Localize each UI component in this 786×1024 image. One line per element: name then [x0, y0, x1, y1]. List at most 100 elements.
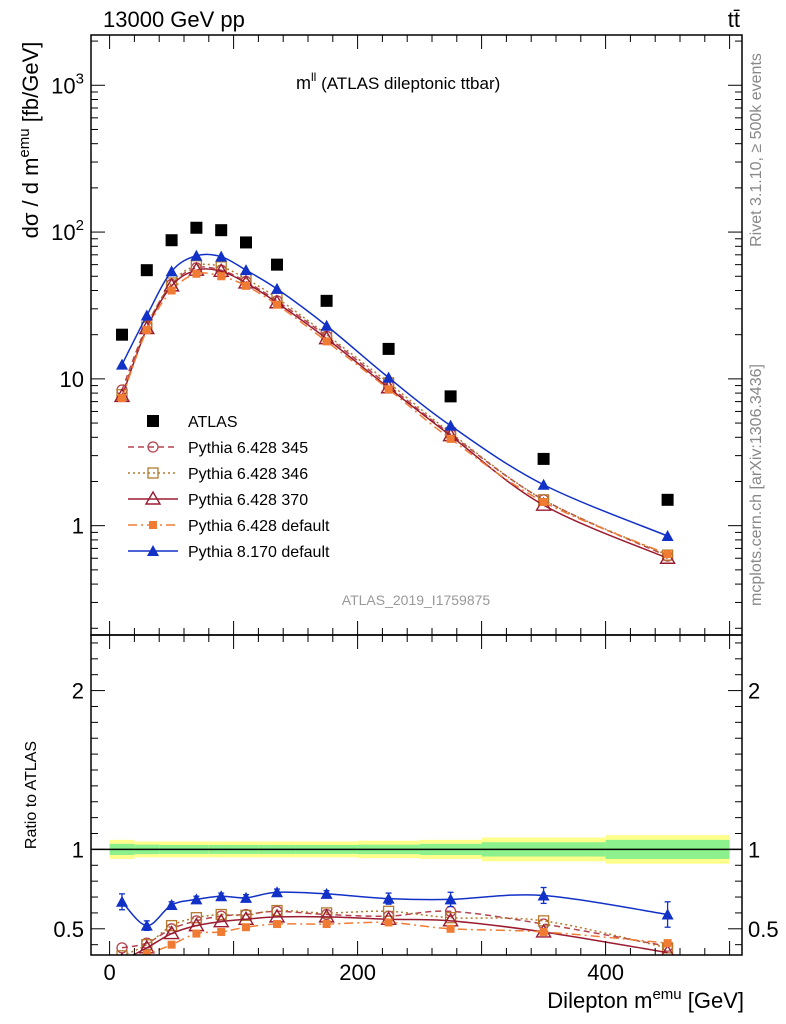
- point-4-5: [242, 281, 250, 290]
- series-4: [118, 269, 672, 559]
- point-4-10: [539, 497, 548, 506]
- x-tick-label: 200: [339, 960, 376, 985]
- legend-marker-2: [147, 467, 159, 479]
- series-0: [116, 221, 674, 506]
- point-5-1: [140, 309, 153, 321]
- main-ytick-label: 103: [51, 70, 84, 98]
- main-ytick-label-base: 1: [72, 514, 84, 539]
- point-4-4: [217, 272, 226, 281]
- ratio-point-5-5: [240, 891, 252, 903]
- point-0-8: [382, 342, 395, 355]
- legend-marker-4: [149, 521, 157, 529]
- x-tick-label: 0: [103, 960, 115, 985]
- ratio-plot-marks: [91, 835, 742, 965]
- ratio-point-2-0: [116, 950, 128, 955]
- point-5-7: [320, 319, 333, 331]
- x-axis-label-unit: [GeV]: [682, 988, 744, 1013]
- ratio-point-3-4: [212, 913, 230, 928]
- ratio-ytick-label-left: 0.5: [53, 917, 84, 942]
- main-title: mll (ATLAS dileptonic ttbar): [296, 70, 500, 93]
- point-0-5: [240, 236, 252, 249]
- legend-label-2: Pythia 6.428 346: [188, 466, 308, 483]
- legend-label-4: Pythia 6.428 default: [188, 518, 330, 535]
- main-title-m: m: [296, 73, 311, 93]
- ratio-point-5-1: [140, 919, 153, 931]
- point-0-1: [140, 264, 153, 277]
- ratio-point-3-2: [163, 925, 180, 940]
- ratio-point-2-4: [215, 908, 227, 921]
- ratio-point-5-2: [165, 898, 178, 910]
- ratio-point-5-6: [271, 886, 283, 898]
- ratio-ytick-label-right: 0.5: [748, 917, 779, 942]
- ratio-point-4-0: [118, 957, 126, 965]
- ratio-point-4-8: [384, 918, 393, 927]
- point-0-9: [444, 390, 457, 403]
- point-5-11: [661, 530, 674, 542]
- point-4-9: [446, 434, 455, 443]
- legend-marker-5: [147, 545, 159, 556]
- ratio-point-5-10: [537, 889, 550, 901]
- ratio-point-4-4: [217, 927, 226, 936]
- point-4-8: [384, 385, 393, 394]
- point-4-7: [322, 337, 331, 346]
- ratio-ytick-label-right: 1: [748, 837, 760, 862]
- point-5-4: [215, 250, 228, 262]
- ratio-point-4-6: [273, 920, 281, 929]
- x-axis-label-sup: emu: [652, 986, 681, 1003]
- ratio-point-5-0: [116, 895, 128, 907]
- ratio-point-2-7: [320, 907, 333, 919]
- point-4-1: [142, 326, 151, 335]
- energy-label: 13000 GeV pp: [103, 7, 245, 32]
- ratio-point-4-2: [167, 940, 176, 949]
- point-4-3: [192, 269, 201, 278]
- ratio-ytick-label-left: 1: [72, 837, 84, 862]
- main-ytick-label-base: 10: [51, 73, 75, 98]
- point-4-11: [663, 550, 672, 559]
- main-y-label: dσ / d memu [fb/GeV]: [16, 42, 43, 239]
- x-axis-label: Dilepton memu [GeV]: [547, 986, 744, 1013]
- point-0-0: [116, 328, 128, 341]
- main-ytick-label: 10: [60, 367, 84, 392]
- main-ytick-label: 1: [72, 514, 84, 539]
- point-5-2: [165, 265, 178, 277]
- x-tick-label: 400: [587, 960, 624, 985]
- ratio-panel: 0.5 0.5 1 1 2 2 0 200 400 Ratio to ATLAS Dilepto…: [23, 634, 779, 1013]
- ratio-y-label: Ratio to ATLAS: [23, 741, 40, 849]
- series-line-1: [121, 266, 668, 557]
- ratio-point-4-7: [322, 920, 331, 929]
- point-0-4: [215, 224, 228, 237]
- ratio-series-4: [118, 918, 672, 965]
- ratio-point-5-11: [661, 908, 674, 920]
- ratio-ytick-label-left: 2: [72, 679, 84, 704]
- ratio-point-4-10: [539, 927, 548, 936]
- point-5-6: [271, 282, 283, 294]
- legend-marker-1: [147, 441, 159, 453]
- ratio-ytick-label-right: 2: [748, 679, 760, 704]
- point-0-6: [271, 258, 283, 271]
- ratio-point-5-3: [190, 893, 203, 905]
- series-line-2: [121, 263, 668, 556]
- legend-label-5: Pythia 8.170 default: [188, 544, 330, 561]
- ratio-line-2: [121, 909, 668, 955]
- ratio-point-4-3: [192, 929, 201, 938]
- ratio-point-5-8: [382, 892, 395, 904]
- main-y-label-text: dσ / d m: [18, 158, 43, 239]
- main-ytick-label-base: 10: [60, 367, 84, 392]
- point-0-10: [537, 452, 550, 465]
- main-plot-marks: [113, 221, 676, 564]
- ratio-point-2-6: [271, 904, 283, 917]
- x-axis-label-text: Dilepton m: [547, 988, 652, 1013]
- ratio-point-2-3: [190, 912, 203, 924]
- series-5: [116, 249, 674, 542]
- point-0-3: [190, 221, 203, 234]
- point-0-2: [165, 234, 178, 247]
- ratio-series-2: [116, 904, 674, 955]
- ratio-series-5: [116, 886, 674, 932]
- main-title-sup: ll: [311, 70, 316, 84]
- ratio-point-2-2: [165, 919, 178, 932]
- main-y-label-unit: [fb/GeV]: [18, 42, 43, 129]
- ratio-point-4-1: [142, 950, 151, 955]
